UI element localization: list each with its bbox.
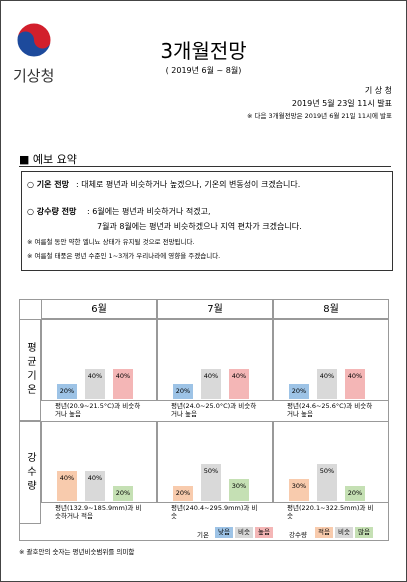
bar — [57, 471, 77, 501]
panel-caption: 평년(220.1~322.5mm)과 비슷 — [287, 504, 374, 520]
bar-label: 40% — [231, 372, 247, 380]
bar — [317, 463, 337, 501]
title: 3개월전망 — [160, 39, 247, 63]
month-header: 8월 — [273, 299, 389, 319]
issued: 2019년 5월 23일 11시 발표 — [291, 99, 392, 108]
issuer: 기 상 청 — [364, 86, 392, 95]
summary-note: ※ 여름철 동안 약한 엘니뇨 상태가 유지될 것으로 전망됩니다. — [27, 238, 195, 246]
bar-label: 20% — [115, 489, 131, 497]
summary-note: ※ 여름철 태풍은 평년 수준인 1~3개가 우리나라에 영향을 주겠습니다. — [27, 252, 221, 260]
bar-label: 20% — [175, 387, 191, 395]
legend-item: 많음 — [355, 527, 373, 538]
bar — [173, 486, 193, 501]
logo-text: 기상청 — [13, 67, 55, 85]
bar — [173, 384, 193, 399]
legend-item: 비슷 — [335, 527, 353, 538]
bar-label: 20% — [59, 387, 75, 395]
bar — [57, 384, 77, 399]
panel-caption: 평년(24.0~25.0°C)과 비슷하거나 높음 — [171, 402, 257, 418]
bar — [229, 478, 249, 501]
summary-label: ○ 기온 전망 — [27, 180, 69, 189]
next-note: ※ 다음 3개월전망은 2019년 6월 21일 11시에 발표 — [247, 112, 392, 120]
bar-label: 40% — [87, 474, 103, 482]
footnote: ※ 괄호안의 숫자는 평년비슷범위를 의미함 — [19, 548, 135, 556]
bar-label: 20% — [347, 489, 363, 497]
bar-label: 50% — [319, 466, 335, 475]
summary-text: : 대체로 평년과 비슷하거나 높겠으나, 기온의 변동성이 크겠습니다. — [76, 180, 301, 189]
bar — [229, 369, 249, 399]
logo-emblem — [16, 22, 52, 58]
legend-item: 높음 — [255, 527, 273, 538]
summary-text: 7월과 8월에는 평년과 비슷하겠으나 지역 편차가 크겠습니다. — [97, 222, 302, 231]
panel — [273, 421, 389, 503]
bar-label: 20% — [291, 387, 307, 395]
bar-label: 40% — [59, 474, 75, 482]
row-label: 평균기온 — [19, 319, 41, 421]
rule — [19, 166, 391, 167]
panel-caption: 평년(132.9~185.9mm)과 비슷하거나 적음 — [55, 504, 142, 520]
bar-label: 40% — [115, 372, 131, 380]
summary-box — [21, 171, 393, 271]
bar-label: 20% — [175, 489, 191, 497]
panel — [157, 421, 273, 503]
bar — [345, 486, 365, 501]
bar — [85, 369, 105, 399]
section-heading: ■ 예보 요약 — [19, 153, 77, 166]
panel-caption: 평년(20.9~21.5°C)과 비슷하거나 높음 — [55, 402, 141, 418]
bar-label: 30% — [291, 481, 307, 490]
bar — [85, 471, 105, 501]
legend-item: 적음 — [315, 527, 333, 538]
month-header: 6월 — [41, 299, 157, 319]
bar-label: 40% — [347, 372, 363, 380]
bar — [345, 369, 365, 399]
panel — [157, 319, 273, 401]
bar-label: 40% — [203, 372, 219, 380]
summary-text: : 6월에는 평년과 비슷하거나 적겠고, — [87, 207, 211, 216]
legend-title: 강수량 — [289, 531, 307, 539]
month-header: 7월 — [157, 299, 273, 319]
summary-label: ○ 강수량 전망 — [27, 207, 77, 216]
bar — [317, 369, 337, 399]
bar — [113, 486, 133, 501]
panel — [273, 319, 389, 401]
bar-label: 40% — [319, 372, 335, 380]
bar-label: 40% — [87, 372, 103, 380]
bar — [289, 384, 309, 399]
panel-caption: 평년(24.6~25.6°C)과 비슷하거나 높음 — [287, 402, 373, 418]
panel — [41, 421, 157, 503]
bar — [201, 463, 221, 501]
legend-title: 기온 — [197, 531, 209, 539]
legend-item: 낮음 — [215, 527, 233, 538]
bar-label: 50% — [203, 466, 219, 475]
panel-caption: 평년(240.4~295.9mm)과 비슷 — [171, 504, 258, 520]
bar — [289, 478, 309, 501]
bar-label: 30% — [231, 481, 247, 490]
bar — [113, 369, 133, 399]
bar — [201, 369, 221, 399]
row-label: 강수량 — [19, 421, 41, 524]
subtitle: ( 2019년 6월 ~ 8월) — [165, 66, 242, 75]
panel — [41, 319, 157, 401]
legend-item: 비슷 — [235, 527, 253, 538]
